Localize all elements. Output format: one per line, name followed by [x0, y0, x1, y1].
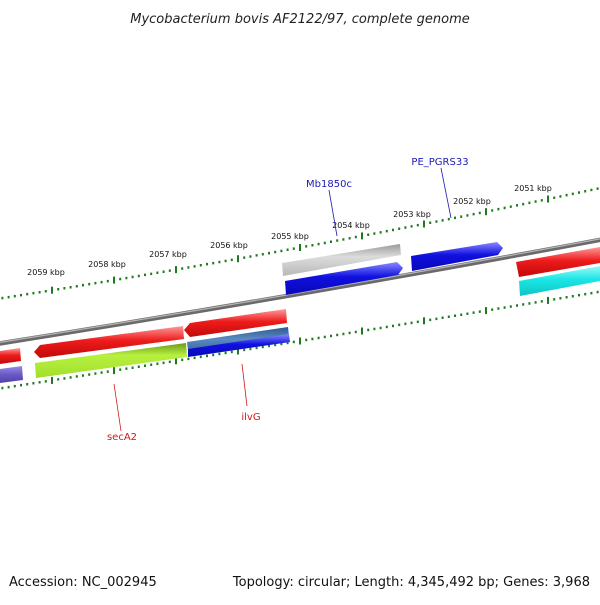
topology-text: Topology: circular; Length: 4,345,492 bp… — [232, 575, 590, 590]
gene-feature-cyan-right[interactable] — [519, 266, 600, 296]
gene-feature-mb1850c[interactable] — [282, 244, 401, 276]
ruler-label-2059: 2059 kbp — [27, 268, 65, 277]
leader-lines — [113, 167, 452, 432]
ruler-label-2057: 2057 kbp — [149, 250, 187, 259]
forward-strand-features — [282, 242, 600, 296]
ruler-label-2051: 2051 kbp — [514, 184, 552, 193]
ruler-label-2055: 2055 kbp — [271, 232, 309, 241]
gene-feature-seca2-upper[interactable] — [34, 326, 184, 358]
accession-text: Accession: NC_002945 — [9, 575, 157, 590]
gene-feature-purple-left[interactable] — [0, 366, 23, 383]
inner-ruler — [1, 290, 599, 390]
gene-feature-ilvg[interactable] — [188, 334, 290, 357]
genome-backbone-highlight — [0, 238, 600, 344]
gene-label-seca2[interactable]: secA2 — [107, 432, 137, 443]
gene-feature-red-right[interactable] — [516, 247, 600, 277]
ruler-label-2053: 2053 kbp — [393, 210, 431, 219]
gene-feature-pe-pgrs33[interactable] — [411, 242, 503, 271]
ruler-label-2056: 2056 kbp — [210, 241, 248, 250]
gene-label-mb1850c[interactable]: Mb1850c — [306, 179, 352, 190]
gene-feature-red-mid[interactable] — [184, 309, 287, 337]
leader-pe-pgrs33 — [440, 167, 452, 219]
outer-ruler — [1, 187, 599, 300]
gene-feature-blue-1[interactable] — [285, 262, 403, 295]
leader-seca2 — [113, 383, 122, 432]
ruler-label-2052: 2052 kbp — [453, 197, 491, 206]
gene-label-ilvg[interactable]: ilvG — [241, 412, 260, 423]
gene-feature-seca2[interactable] — [35, 343, 187, 378]
genome-backbone — [0, 237, 600, 346]
reverse-strand-features — [0, 309, 290, 383]
gene-feature-red-left[interactable] — [0, 348, 21, 364]
genome-title: Mycobacterium bovis AF2122/97, complete … — [130, 12, 469, 27]
ruler-label-2054: 2054 kbp — [332, 221, 370, 230]
ruler-label-2058: 2058 kbp — [88, 260, 126, 269]
gene-label-pe-pgrs33[interactable]: PE_PGRS33 — [411, 157, 468, 168]
leader-mb1850c — [328, 189, 338, 237]
leader-ilvg — [241, 363, 248, 407]
ruler-labels: 2059 kbp 2058 kbp 2057 kbp 2056 kbp 2055… — [27, 184, 552, 277]
gene-feature-steel[interactable] — [187, 327, 289, 351]
